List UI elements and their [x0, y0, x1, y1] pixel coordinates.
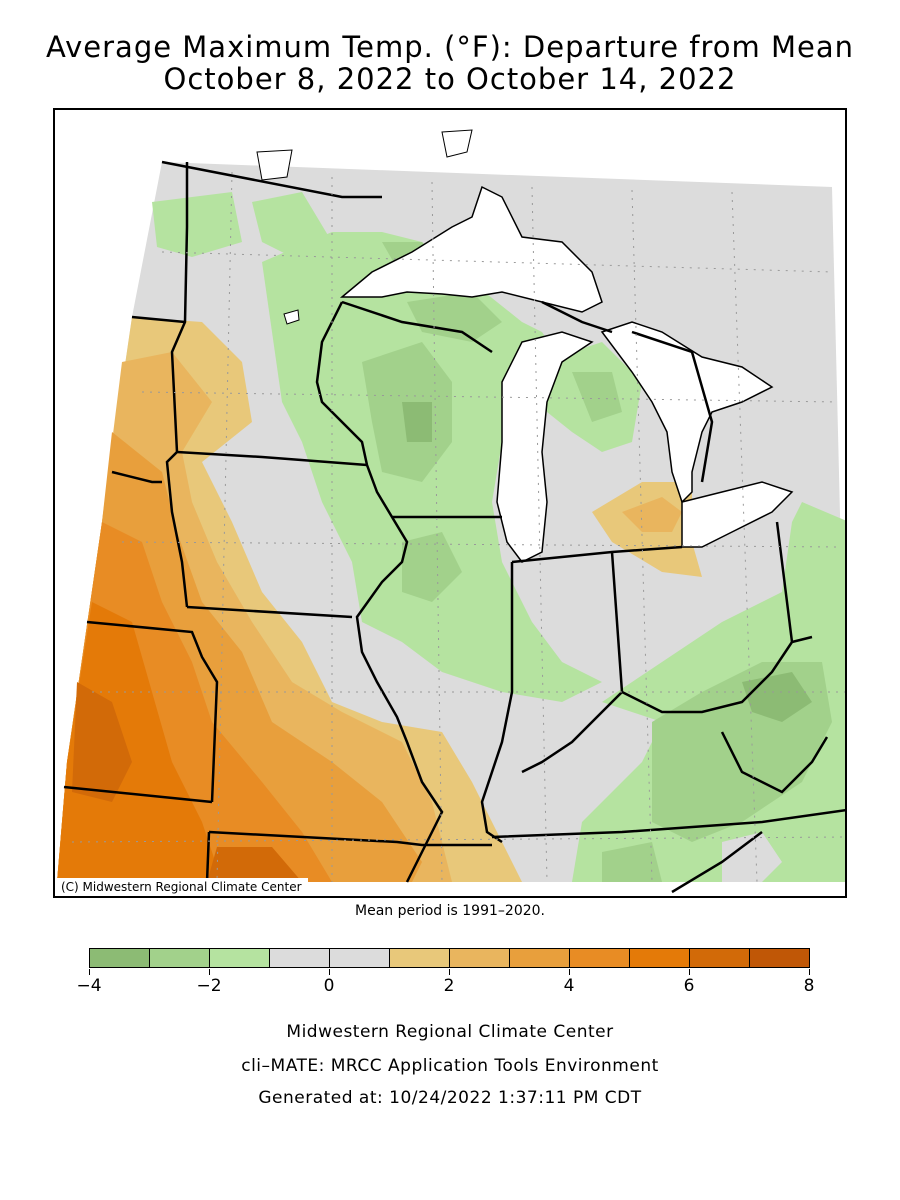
legend-tick-mark	[329, 969, 330, 975]
legend-swatch	[89, 948, 150, 968]
legend-tick-label: 6	[683, 976, 695, 996]
anomaly-zone-warm-9	[622, 497, 682, 532]
boundary-18	[775, 521, 794, 643]
departure-map	[57, 129, 845, 894]
boundary-19	[720, 731, 829, 794]
state-boundaries	[63, 160, 845, 894]
legend-tick-label: −2	[196, 976, 222, 996]
anomaly-zone-cool-1	[152, 192, 242, 257]
boundary-6	[186, 605, 353, 619]
anomaly-zone-cool-10	[572, 372, 622, 422]
map-credit: (C) Midwestern Regional Climate Center	[55, 878, 308, 896]
color-scale-legend	[89, 948, 810, 970]
boundary-21	[671, 831, 763, 894]
anomaly-zone-cool-5	[402, 402, 432, 442]
boundary-1	[161, 160, 382, 199]
legend-swatch	[509, 948, 570, 968]
legend-swatch	[689, 948, 750, 968]
boundary-10	[205, 831, 211, 883]
legend-tick-label: 2	[443, 976, 455, 996]
legend-tick-mark	[809, 969, 810, 975]
boundary-11	[315, 301, 444, 883]
legend-tick-mark	[689, 969, 690, 975]
lake-island-2	[441, 129, 473, 158]
anomaly-zone-warm-7	[207, 847, 302, 882]
anomaly-zone-neutral	[722, 832, 782, 882]
legend-swatch	[329, 948, 390, 968]
map-date-range: October 8, 2022 to October 14, 2022	[163, 62, 737, 96]
graticule-line-5	[71, 836, 845, 843]
boundary-3	[131, 315, 186, 324]
boundary-20	[491, 809, 845, 839]
anomaly-zone-cool-8	[402, 532, 462, 602]
legend-tick-mark	[569, 969, 570, 975]
legend-swatch	[629, 948, 690, 968]
legend-tick-label: −4	[76, 976, 102, 996]
graticule-line-3	[121, 541, 843, 548]
boundary-23	[541, 300, 613, 334]
legend-swatch	[149, 948, 210, 968]
legend-tick-label: 0	[323, 976, 335, 996]
boundary-16	[521, 551, 624, 774]
boundary-8	[63, 785, 213, 804]
boundary-5	[176, 450, 368, 467]
boundary-9	[208, 830, 492, 847]
boundary-4	[111, 470, 162, 484]
boundary-14	[480, 562, 514, 844]
legend-tick-label: 4	[563, 976, 575, 996]
lake-erie	[681, 481, 794, 548]
anomaly-zone-warm-5	[57, 602, 222, 882]
boundary-13	[341, 300, 493, 354]
legend-swatch	[449, 948, 510, 968]
lake-michigan	[496, 331, 594, 563]
legend-swatch	[269, 948, 330, 968]
lake-island-1	[283, 309, 300, 325]
footer-org: Midwestern Regional Climate Center	[286, 1022, 614, 1042]
legend-swatch	[749, 948, 810, 968]
map-panel: (C) Midwestern Regional Climate Center	[53, 108, 847, 898]
mean-period-note: Mean period is 1991–2020.	[355, 903, 545, 919]
graticule-line-10	[631, 189, 653, 883]
boundary-22	[631, 330, 714, 483]
anomaly-zone-cool-14	[602, 842, 662, 882]
lake-superior	[339, 185, 603, 313]
graticule-line-11	[731, 191, 758, 883]
legend-tick-label: 8	[803, 976, 815, 996]
footer-generated: Generated at: 10/24/2022 1:37:11 PM CDT	[258, 1088, 642, 1108]
anomaly-zone-cool-7	[407, 292, 502, 342]
graticule	[71, 171, 845, 883]
anomaly-zone-warm-6	[72, 682, 132, 802]
legend-swatch	[569, 948, 630, 968]
lake-island-3	[256, 149, 293, 181]
legend-tick-mark	[89, 969, 90, 975]
legend-swatch	[209, 948, 270, 968]
boundary-7	[86, 620, 219, 803]
legend-tick-mark	[449, 969, 450, 975]
footer-tool: cli–MATE: MRCC Application Tools Environ…	[241, 1056, 659, 1076]
legend-swatch	[389, 948, 450, 968]
map-title: Average Maximum Temp. (°F): Departure fr…	[45, 30, 855, 64]
lake-huron	[600, 321, 774, 504]
legend-tick-mark	[209, 969, 210, 975]
